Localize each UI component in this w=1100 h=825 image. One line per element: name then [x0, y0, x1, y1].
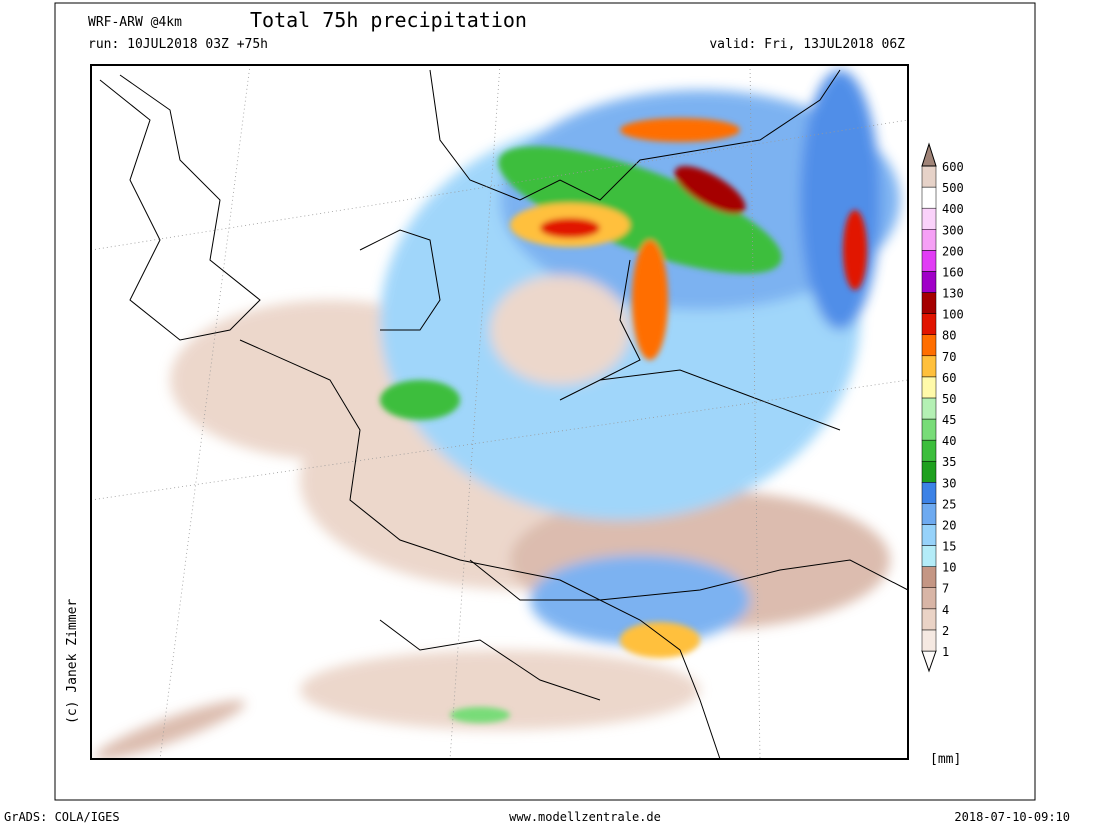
colorbar-label: 300 [942, 223, 964, 237]
copyright: (c) Janek Zimmer [65, 599, 80, 724]
colorbar-segment [921, 186, 937, 209]
title: Total 75h precipitation [250, 8, 527, 32]
colorbar-segment [921, 207, 937, 230]
colorbar-segment [921, 587, 937, 610]
colorbar-label: 60 [942, 371, 956, 385]
colorbar-label: 30 [942, 476, 956, 490]
colorbar-arrow-top [921, 142, 937, 167]
colorbar-segment [921, 397, 937, 420]
colorbar-segment [921, 460, 937, 483]
colorbar-label: 1 [942, 645, 949, 659]
colorbar-label: 45 [942, 413, 956, 427]
colorbar-label: 600 [942, 160, 964, 174]
colorbar-label: 160 [942, 265, 964, 279]
colorbar-segment [921, 334, 937, 357]
colorbar-label: 200 [942, 244, 964, 258]
colorbar-label: 7 [942, 582, 949, 596]
colorbar-label: 130 [942, 287, 964, 301]
colorbar-segment [921, 250, 937, 272]
run-label: run: 10JUL2018 03Z +75h [88, 37, 268, 52]
footer-website: www.modellzentrale.de [509, 810, 661, 824]
colorbar-label: 400 [942, 202, 964, 216]
colorbar-label: 40 [942, 434, 956, 448]
colorbar-segment [921, 503, 937, 525]
colorbar-segment [921, 629, 937, 652]
colorbar-segment [921, 229, 937, 251]
model-label: WRF-ARW @4km [88, 15, 182, 30]
colorbar-segment [921, 608, 937, 631]
colorbar-segment [921, 376, 937, 399]
footer-software: GrADS: COLA/IGES [4, 810, 120, 824]
map [91, 65, 908, 759]
colorbar-label: 20 [942, 518, 956, 532]
colorbar-label: 500 [942, 181, 964, 195]
colorbar-label: 25 [942, 497, 956, 511]
colorbar-segment [921, 355, 937, 378]
colorbar-label: 35 [942, 455, 956, 469]
colorbar-segment [921, 439, 937, 462]
colorbar-segment [921, 524, 937, 546]
map-border [90, 64, 909, 760]
colorbar-label: 10 [942, 561, 956, 575]
colorbar-segment [921, 292, 937, 314]
colorbar: 1 2 4 7 10 15 20 25 30 35 40 45 50 60 70 80 100 130 160 200… [921, 142, 964, 673]
colorbar-label: 70 [942, 350, 956, 364]
colorbar-label: 80 [942, 329, 956, 343]
colorbar-label: 15 [942, 540, 956, 554]
legend-unit: [mm] [930, 752, 961, 767]
colorbar-segment [921, 271, 937, 293]
valid-label: valid: Fri, 13JUL2018 06Z [709, 37, 905, 52]
colorbar-label: 2 [942, 624, 949, 638]
colorbar-segment [921, 566, 937, 588]
footer-timestamp: 2018-07-10-09:10 [954, 810, 1070, 824]
colorbar-label: 50 [942, 392, 956, 406]
colorbar-label: 100 [942, 308, 964, 322]
colorbar-label: 4 [942, 603, 949, 617]
colorbar-segment [921, 418, 937, 441]
colorbar-segment [921, 313, 937, 335]
colorbar-segment [921, 165, 937, 188]
colorbar-segment [921, 545, 937, 567]
colorbar-segment [921, 482, 937, 504]
